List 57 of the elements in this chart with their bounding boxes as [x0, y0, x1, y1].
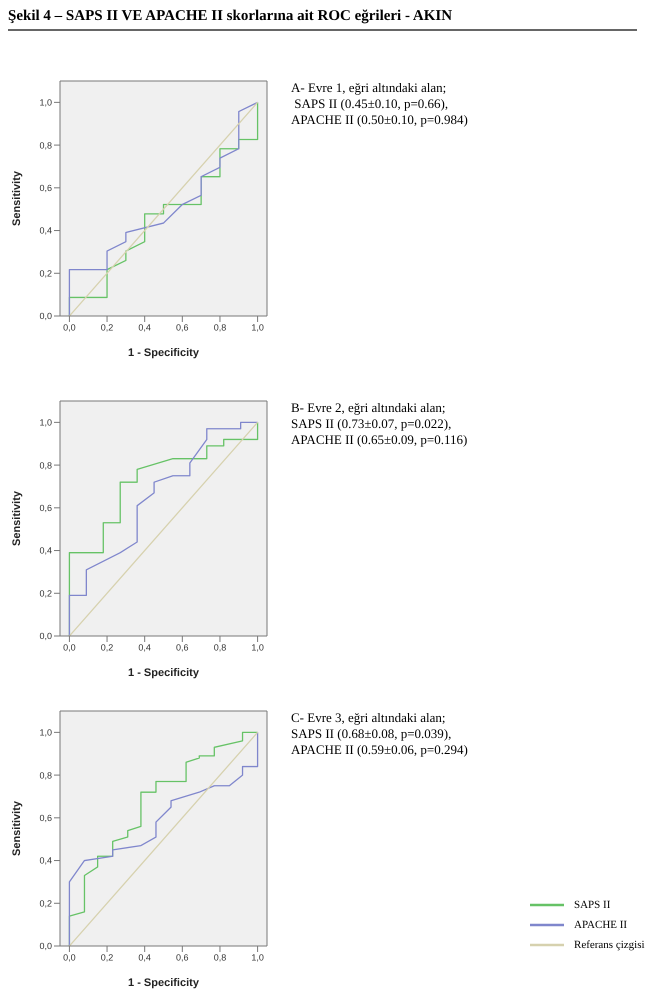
x-tick-label: 1,0: [251, 952, 264, 962]
text: SAPS II (0.73±0.07, p=0.022),: [291, 416, 452, 432]
y-tick-label: 0,0: [39, 631, 52, 642]
x-axis-title: 1 - Specificity: [128, 667, 200, 679]
y-tick-label: 0,6: [39, 503, 52, 514]
x-tick-label: 0,2: [100, 642, 114, 652]
y-tick-label: 0,4: [39, 546, 52, 556]
legend-label: APACHE II: [574, 919, 628, 931]
y-tick-label: 0,4: [39, 856, 52, 866]
x-tick-label: 0,2: [100, 952, 114, 962]
y-tick-label: 0,6: [39, 813, 52, 824]
x-tick-label: 0,4: [138, 952, 151, 962]
x-tick-label: 0,6: [176, 642, 189, 652]
text: APACHE II (0.59±0.06, p=0.294): [291, 742, 468, 758]
x-tick-label: 0,4: [138, 322, 151, 332]
y-tick-label: 0,6: [39, 183, 52, 194]
text: C- Evre 3, eğri altındaki alan;: [291, 710, 447, 726]
y-tick-label: 1,0: [39, 98, 52, 108]
x-axis-title: 1 - Specificity: [128, 977, 200, 989]
y-tick-label: 0,0: [39, 311, 52, 322]
y-tick-label: 0,2: [39, 898, 52, 908]
chart-title: Şekil 4 – SAPS II VE APACHE II skorlarına ait ROC eğrileri - AKIN: [8, 8, 637, 31]
x-tick-label: 0,0: [63, 952, 76, 962]
y-tick-label: 1,0: [39, 728, 52, 738]
text: A- Evre 1, eğri altındaki alan;: [291, 80, 448, 96]
x-axis-title: 1 - Specificity: [128, 347, 200, 359]
y-tick-label: 0,2: [39, 268, 52, 278]
x-tick-label: 1,0: [251, 642, 264, 652]
x-tick-label: 0,6: [176, 322, 189, 332]
y-tick-label: 0,8: [39, 770, 52, 780]
y-axis-title: Sensitivity: [10, 170, 23, 226]
text: SAPS II (0.68±0.08, p=0.039),: [291, 726, 452, 742]
y-tick-label: 0,0: [39, 941, 52, 952]
y-axis-title: Sensitivity: [10, 490, 23, 546]
legend-label: Referans çizgisi: [574, 939, 645, 951]
y-tick-label: 0,8: [39, 460, 52, 470]
x-tick-label: 1,0: [251, 322, 264, 332]
x-tick-label: 0,8: [214, 952, 226, 962]
y-tick-label: 0,2: [39, 588, 52, 598]
x-tick-label: 0,0: [63, 322, 76, 332]
text: APACHE II (0.65±0.09, p=0.116): [291, 432, 468, 448]
y-tick-label: 1,0: [39, 418, 52, 428]
x-tick-label: 0,2: [100, 322, 114, 332]
y-axis-title: Sensitivity: [10, 800, 23, 856]
y-tick-label: 0,8: [39, 140, 52, 150]
y-tick-label: 0,4: [39, 226, 52, 236]
text: APACHE II (0.50±0.10, p=0.984): [291, 112, 468, 128]
x-tick-label: 0,8: [214, 642, 226, 652]
text: SAPS II (0.45±0.10, p=0.66),: [293, 96, 450, 112]
x-tick-label: 0,0: [63, 642, 76, 652]
line-series: [68, 732, 258, 946]
text: B- Evre 2, eğri altındaki alan;: [291, 400, 447, 416]
x-tick-label: 0,8: [214, 322, 226, 332]
legend-label: SAPS II: [574, 899, 610, 911]
line-series: [68, 422, 258, 636]
x-tick-label: 0,4: [138, 642, 151, 652]
x-tick-label: 0,6: [176, 952, 189, 962]
